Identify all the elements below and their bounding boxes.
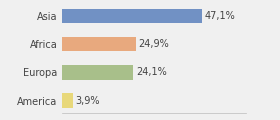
Bar: [62, 93, 73, 108]
Bar: [62, 9, 202, 23]
Bar: [62, 37, 136, 51]
Text: 24,9%: 24,9%: [138, 39, 169, 49]
Bar: [62, 65, 134, 80]
Text: 47,1%: 47,1%: [204, 11, 235, 21]
Text: 24,1%: 24,1%: [136, 67, 167, 77]
Text: 3,9%: 3,9%: [76, 96, 100, 105]
